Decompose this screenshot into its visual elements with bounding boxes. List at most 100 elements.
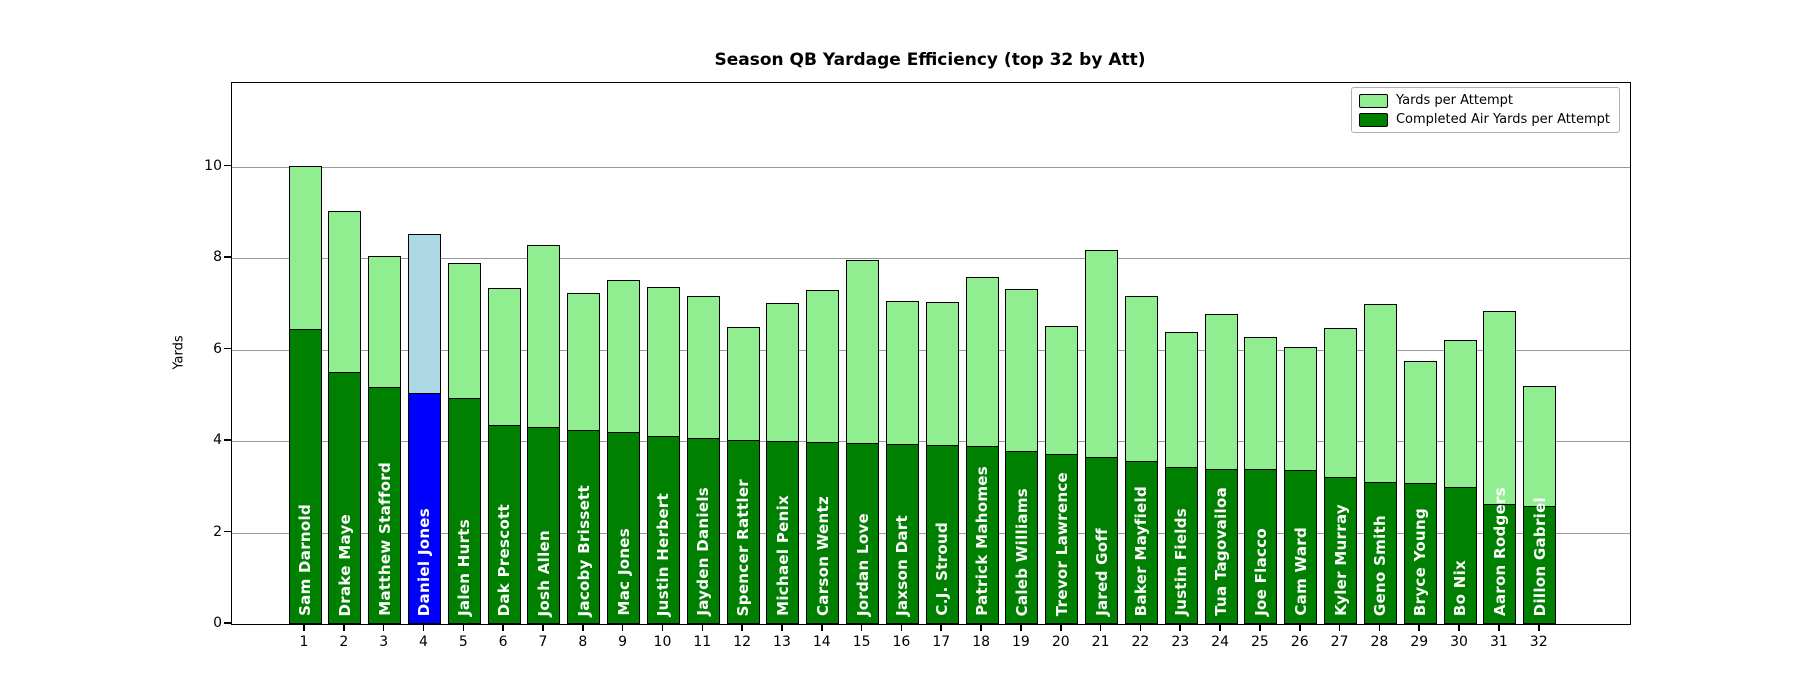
x-tick-label: 3 (379, 634, 389, 650)
x-tick-mark (1099, 624, 1102, 631)
x-tick-label: 4 (419, 634, 428, 650)
bar-segment-completed-air-yards (1006, 451, 1038, 623)
bar-segment-completed-air-yards (608, 431, 640, 623)
bar-segment-completed-air-yards (926, 444, 958, 623)
x-tick-mark (1259, 624, 1261, 631)
player-label: Jacoby Brissett (574, 484, 593, 616)
bar-segment-completed-air-yards (647, 436, 679, 623)
x-tick-mark (661, 624, 664, 631)
x-tick-mark (582, 624, 584, 631)
player-label: Dillon Gabriel (1530, 496, 1549, 616)
bar-segment-completed-air-yards (1165, 466, 1197, 623)
x-tick-label: 2 (339, 634, 349, 650)
x-tick-label: 7 (538, 634, 548, 650)
bar-8-jacoby-brissett: Jacoby Brissett (567, 292, 601, 624)
legend-entry-cay: Completed Air Yards per Attempt (1358, 112, 1610, 127)
y-tick-label: 0 (213, 615, 222, 631)
bar-32-dillon-gabriel: Dillon Gabriel (1523, 386, 1557, 624)
x-tick-mark (1179, 624, 1182, 631)
y-tick-label: 8 (213, 249, 222, 266)
x-tick-label: 20 (1051, 634, 1070, 650)
x-tick-mark (382, 624, 385, 631)
player-label: Aaron Rodgers (1490, 486, 1509, 616)
bar-14-carson-wentz: Carson Wentz (806, 290, 840, 624)
x-tick-mark (1059, 624, 1062, 631)
player-label: Geno Smith (1371, 514, 1390, 616)
bar-segment-completed-air-yards (488, 425, 520, 623)
bar-segment-completed-air-yards (1524, 506, 1556, 623)
player-label: Spencer Rattler (734, 478, 753, 616)
x-tick-mark (1219, 624, 1221, 631)
bar-segment-completed-air-yards (369, 386, 401, 623)
player-label: Jaxson Dart (893, 515, 912, 616)
legend-label-cay: Completed Air Yards per Attempt (1395, 112, 1610, 127)
x-tick-mark (741, 624, 743, 631)
player-label: Jalen Hurts (455, 519, 474, 616)
player-label: Jared Goff (1092, 528, 1111, 616)
x-tick-mark (980, 624, 982, 631)
bar-segment-completed-air-yards (1205, 468, 1237, 623)
player-label: Kyler Murray (1331, 504, 1350, 616)
bar-20-trevor-lawrence: Trevor Lawrence (1045, 325, 1079, 624)
bar-segment-completed-air-yards (1046, 453, 1078, 623)
x-tick-mark (781, 624, 783, 631)
bar-segment-completed-air-yards (1086, 457, 1118, 623)
bar-24-tua-tagovailoa: Tua Tagovailoa (1204, 313, 1238, 624)
x-tick-mark (940, 624, 943, 631)
x-tick-mark (1020, 624, 1022, 631)
x-tick-mark (422, 624, 425, 631)
x-tick-mark (1498, 624, 1500, 631)
player-label: Drake Maye (335, 513, 354, 616)
x-tick-mark (860, 624, 863, 631)
x-tick-label: 1 (299, 634, 309, 650)
x-tick-label: 24 (1211, 634, 1229, 650)
x-tick-label: 15 (852, 634, 871, 650)
y-tick-label: 4 (213, 432, 222, 449)
x-tick-label: 26 (1290, 634, 1309, 650)
x-tick-mark (1338, 624, 1341, 631)
bar-16-jaxson-dart: Jaxson Dart (885, 300, 919, 624)
bar-segment-completed-air-yards (289, 328, 321, 623)
player-label: Patrick Mahomes (973, 466, 992, 616)
x-tick-label: 8 (578, 634, 588, 650)
bar-15-jordan-love: Jordan Love (846, 259, 880, 624)
bar-segment-completed-air-yards (1444, 486, 1476, 623)
x-tick-label: 32 (1529, 634, 1548, 650)
bar-30-bo-nix: Bo Nix (1443, 340, 1477, 624)
player-label: Joe Flacco (1251, 528, 1270, 616)
x-tick-mark (462, 624, 465, 631)
bar-6-dak-prescott: Dak Prescott (487, 288, 521, 624)
x-tick-label: 16 (892, 634, 911, 650)
bar-segment-completed-air-yards (966, 445, 998, 623)
bar-23-justin-fields: Justin Fields (1164, 331, 1198, 624)
bar-segment-completed-air-yards (1484, 503, 1516, 623)
x-tick-mark (542, 624, 544, 631)
bar-10-justin-herbert: Justin Herbert (646, 286, 680, 624)
player-label: Caleb Williams (1012, 487, 1031, 616)
x-tick-label: 5 (458, 634, 468, 650)
y-tick-label: 6 (213, 340, 222, 357)
player-label: Bo Nix (1451, 559, 1470, 616)
player-label: Tua Tagovailoa (1212, 487, 1231, 616)
x-tick-mark (621, 624, 624, 631)
x-tick-mark (1139, 624, 1142, 631)
player-label: Carson Wentz (813, 495, 832, 616)
x-tick-label: 28 (1370, 634, 1389, 650)
player-label: Jordan Love (853, 512, 872, 616)
y-tick-label: 2 (213, 523, 222, 540)
y-tick-mark (224, 530, 231, 533)
bar-segment-completed-air-yards (847, 442, 879, 623)
bar-segment-completed-air-yards (1125, 461, 1157, 623)
x-tick-label: 27 (1330, 634, 1349, 650)
x-tick-mark (900, 624, 903, 631)
bar-segment-completed-air-yards (448, 397, 480, 623)
x-tick-mark (701, 624, 704, 631)
x-tick-label: 6 (498, 634, 508, 650)
y-tick-mark (224, 439, 231, 441)
bar-9-mac-jones: Mac Jones (607, 280, 641, 624)
bar-27-kyler-murray: Kyler Murray (1324, 327, 1358, 624)
bar-segment-completed-air-yards (727, 440, 759, 623)
legend-swatch-cay (1358, 112, 1388, 127)
bar-segment-completed-air-yards (1285, 470, 1317, 623)
bar-21-jared-goff: Jared Goff (1085, 249, 1119, 624)
